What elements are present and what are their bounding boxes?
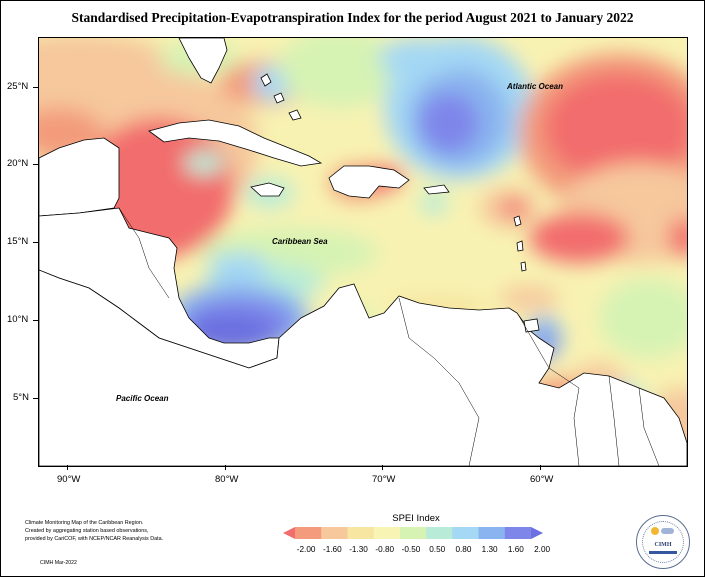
- legend-labels: -2.00 -1.60 -1.30 -0.80 -0.50 0.50 0.80 1.30 1.6…: [293, 545, 555, 554]
- legend-swatch-10: [531, 527, 543, 539]
- x-tick-2: [225, 465, 226, 470]
- x-tick-1: [67, 465, 68, 470]
- legend-title: SPEI Index: [392, 513, 440, 524]
- pacific-ocean-label: Pacific Ocean: [116, 394, 169, 403]
- border-3: [608, 375, 620, 466]
- legend-label-2: -1.30: [349, 545, 368, 554]
- border-4: [638, 387, 660, 466]
- legend-swatch-2: [321, 527, 348, 539]
- sun-icon: [651, 527, 659, 535]
- x-tick-3: [382, 465, 383, 470]
- legend-label-8: 1.60: [507, 545, 524, 554]
- logo-ring: [642, 521, 684, 563]
- antilles-2: [516, 240, 524, 252]
- legend-swatch-0: [283, 527, 295, 539]
- credit-line-3: provided by CariCOF, with NCEP/NCAR Rean…: [25, 535, 164, 542]
- borders: [118, 207, 660, 466]
- puerto-rico-land: [423, 184, 450, 195]
- hispaniola-land: [328, 165, 410, 199]
- credits-block: Climate Monitoring Map of the Caribbean …: [25, 520, 225, 543]
- y-tick-4: [33, 320, 38, 321]
- logo-text: CIMH: [654, 542, 672, 548]
- y-tick-1: [33, 87, 38, 88]
- logo-wave-icon: [649, 551, 677, 554]
- y-tick-3: [33, 242, 38, 243]
- y-tick-5: [33, 398, 38, 399]
- legend-label-3: -0.80: [375, 545, 395, 554]
- map-title: Standardised Precipitation-Evapotranspir…: [71, 10, 634, 25]
- x-tick-label-80w: 80°W: [215, 474, 239, 485]
- legend-label-6: 0.80: [455, 545, 472, 554]
- bahamas-2: [273, 92, 285, 104]
- x-tick-label-90w: 90°W: [57, 474, 81, 485]
- legend-label-1: -1.60: [322, 545, 342, 554]
- credit-date: CIMH Mar-2022: [40, 560, 77, 566]
- border-2: [518, 315, 580, 466]
- y-tick-label-5n: 5°N: [13, 392, 29, 403]
- legend-swatch-5: [399, 527, 427, 539]
- legend-label-9: 2.00: [534, 545, 551, 554]
- cloud-icon: [661, 528, 674, 534]
- map-canvas: [39, 38, 687, 466]
- x-tick-label-70w: 70°W: [372, 474, 396, 485]
- y-tick-label-25n: 25°N: [7, 81, 29, 92]
- florida-land: [178, 38, 228, 84]
- atlantic-ocean-label: Atlantic Ocean: [507, 82, 564, 91]
- trinidad-land: [523, 318, 540, 333]
- land-masses: [39, 38, 687, 466]
- legend-label-4: -0.50: [401, 545, 421, 554]
- bahamas-1: [260, 73, 272, 87]
- legend-label-5: 0.50: [429, 545, 446, 554]
- legend-label-7: 1.30: [481, 545, 498, 554]
- spei-field: [39, 38, 687, 466]
- legend-label-0: -2.00: [296, 545, 316, 554]
- y-tick-2: [33, 164, 38, 165]
- legend-swatch-1: [295, 527, 322, 539]
- legend-swatch-7: [452, 527, 480, 539]
- x-tick-4: [540, 465, 541, 470]
- caribbean-sea-label: Caribbean Sea: [272, 237, 328, 246]
- legend-swatch-9: [504, 527, 532, 539]
- jamaica-land: [250, 182, 285, 197]
- antilles-1: [513, 215, 522, 227]
- antilles-3: [520, 261, 527, 272]
- cuba-land: [148, 119, 323, 167]
- border-1: [398, 297, 480, 466]
- bahamas-3: [288, 109, 302, 121]
- legend-swatch-8: [478, 527, 506, 539]
- legend-swatch-6: [426, 527, 453, 539]
- y-tick-label-15n: 15°N: [7, 236, 29, 247]
- legend-swatch-3: [347, 527, 375, 539]
- south-america-land: [39, 269, 687, 466]
- legend-colorbar: [283, 527, 543, 539]
- credit-line-2: Created by aggregating station based obs…: [25, 527, 149, 534]
- y-tick-label-20n: 20°N: [7, 158, 29, 169]
- cimh-logo: CIMH: [636, 515, 690, 569]
- y-tick-label-10n: 10°N: [7, 314, 29, 325]
- spei-map: [38, 37, 688, 467]
- x-tick-label-60w: 60°W: [530, 474, 554, 485]
- border-5: [118, 207, 170, 299]
- legend-swatch-4: [373, 527, 401, 539]
- credit-line-1: Climate Monitoring Map of the Caribbean …: [25, 520, 144, 526]
